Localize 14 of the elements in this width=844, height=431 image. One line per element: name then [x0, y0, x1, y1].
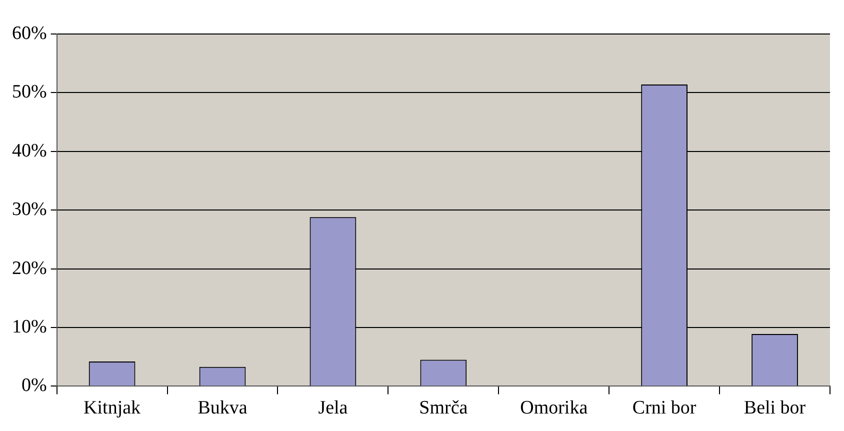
x-tick-label: Omorika [520, 398, 588, 419]
x-tick-label: Kitnjak [84, 398, 142, 419]
y-tick-label: 10% [12, 316, 47, 338]
x-tick-label: Beli bor [744, 398, 806, 419]
y-tick-label: 50% [12, 82, 47, 103]
y-tick-label: 40% [12, 140, 47, 162]
x-tick-label: Bukva [198, 398, 248, 419]
x-tick-label: Crni bor [632, 398, 697, 419]
y-tick-label: 30% [12, 199, 47, 220]
y-tick-label: 0% [22, 375, 47, 396]
y-tick-label: 20% [12, 258, 47, 279]
y-tick-label: 60% [12, 22, 47, 44]
x-tick-label: Jela [318, 398, 348, 419]
x-tick-label: Smrča [419, 398, 468, 419]
